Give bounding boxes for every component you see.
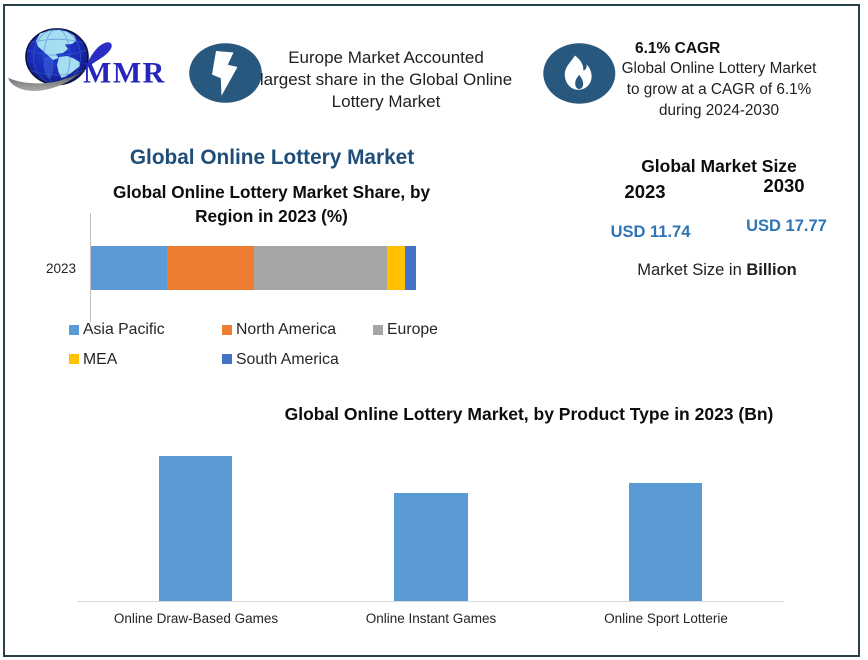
svg-text:MMR: MMR <box>83 57 166 90</box>
